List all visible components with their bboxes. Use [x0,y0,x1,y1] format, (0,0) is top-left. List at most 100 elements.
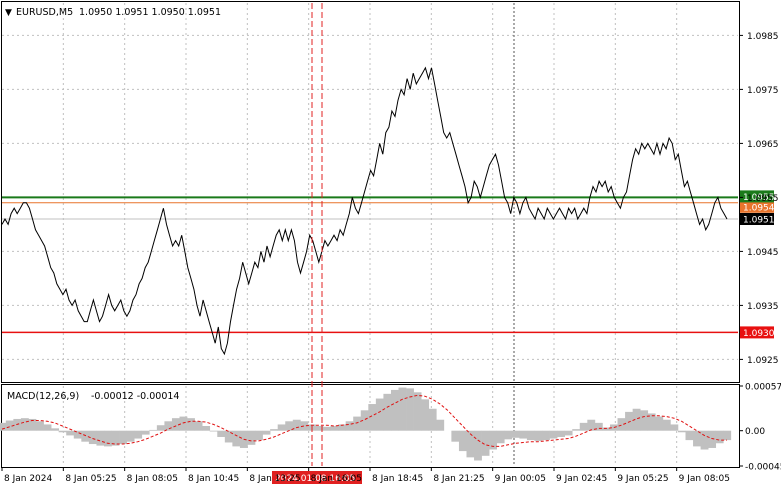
macd-bar [406,388,414,431]
macd-bar [647,413,656,431]
y-tick-label: 1.0985 [747,32,779,42]
macd-bar [224,430,233,443]
macd-bar [708,430,717,448]
ohlc-label: 1.0950 1.0951 1.0950 1.0951 [79,7,221,18]
macd-bar [375,398,384,431]
macd-bar [474,430,482,461]
macd-bar [640,410,649,431]
macd-bar [232,430,241,447]
macd-bar [262,430,271,435]
macd-bar [526,430,535,441]
macd-bar [58,430,67,433]
macd-bar [330,426,339,431]
macd-bar [300,421,309,431]
macd-bar [383,393,392,431]
macd-bar [156,425,165,431]
macd-bar [436,419,445,431]
macd-bar [632,408,641,431]
macd-bar [504,430,513,440]
macd-bar [353,416,362,431]
macd-bar [617,418,626,431]
macd-bar [20,418,29,431]
macd-bar [345,421,354,431]
macd-bar [255,430,263,441]
macd-bar [670,424,679,431]
macd-bar [549,430,558,439]
price-tag-label: 1.0955 [743,193,775,203]
x-tick-label: 8 Jan 13:25 [249,474,300,484]
price-panel-frame [1,1,740,383]
signal-line [1,394,727,447]
macd-bar [270,429,279,431]
macd-bar [126,430,135,442]
macd-bar [194,421,203,431]
time-marker: 2024.01.08 16:05 [272,3,362,484]
macd-values-label: -0.00012 -0.00014 [91,391,179,402]
macd-bar [594,422,603,431]
macd-bar [111,430,120,446]
macd-bar [179,416,188,431]
symbol-label: EURUSD,M5 [16,7,73,18]
macd-bar [0,422,7,431]
price-series [1,66,728,356]
macd-bar [119,430,127,445]
price-tag [740,200,774,213]
macd-bar [217,430,226,437]
macd-series [0,387,732,461]
macd-bar [103,430,112,447]
macd-bar [451,430,460,442]
macd-bar [519,430,528,439]
macd-bar [662,419,671,431]
macd-bar [88,430,97,445]
macd-bar [164,421,173,431]
price-tag [740,190,774,203]
price-line [1,66,728,356]
price-tag-label: 1.0951 [743,216,775,226]
macd-bar [96,430,105,446]
macd-bar [360,410,369,431]
macd-bar [564,430,573,436]
macd-bar [28,418,37,431]
macd-bar [496,430,505,444]
macd-name-label: MACD(12,26,9) [7,391,79,402]
macd-y-tick-label: -0.00045 [745,463,781,473]
x-tick-label: 8 Jan 10:45 [188,474,239,484]
macd-bar [81,430,90,442]
macd-bar [149,429,158,431]
x-tick-label: 8 Jan 2024 [4,474,52,484]
macd-bar [421,399,430,431]
macd-bar [277,424,286,431]
macd-bar [542,430,550,441]
y-tick-label: 1.0925 [747,356,779,366]
macd-bar [285,421,294,431]
time-marker-tag [272,471,362,484]
macd-bar [323,426,331,431]
dropdown-triangle-icon[interactable]: ▼ [5,8,12,18]
macd-bar [134,430,143,439]
x-tick-label: 8 Jan 18:45 [372,474,423,484]
macd-bar [572,429,581,431]
x-tick-label: 8 Jan 08:05 [127,474,178,484]
macd-bar [338,424,346,431]
macd-bar [413,392,422,431]
x-tick-label: 8 Jan 21:25 [433,474,484,484]
x-tick-label: 9 Jan 08:05 [679,474,730,484]
x-tick-label: 8 Jan 05:25 [65,474,116,484]
macd-bar [73,430,82,439]
macd-bar [579,422,588,431]
macd-bar [315,426,324,431]
macd-bar [700,430,709,450]
macd-bar [557,430,565,437]
macd-bar [625,411,633,431]
macd-bar [466,430,475,458]
x-tick-label: 9 Jan 05:25 [617,474,668,484]
macd-bar [458,430,467,452]
y-tick-label: 1.0945 [747,248,779,258]
macd-bar [202,426,211,431]
macd-bar [655,416,664,431]
price-tag [740,326,774,339]
price-tag [740,213,774,225]
